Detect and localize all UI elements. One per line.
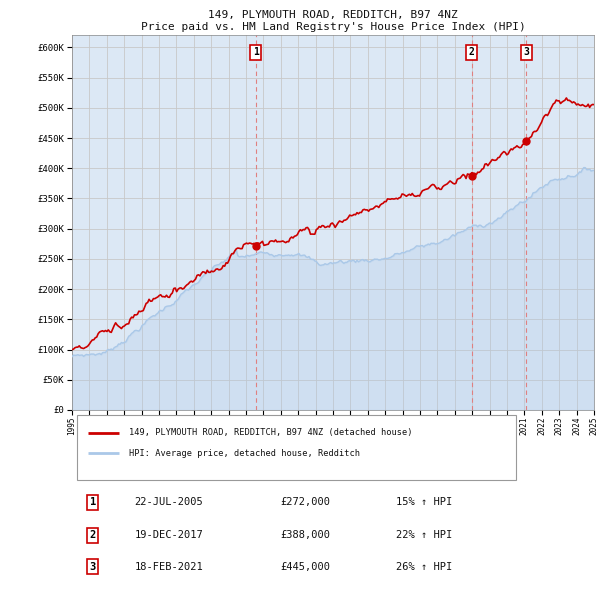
- Text: 2: 2: [90, 530, 96, 540]
- Text: 1: 1: [90, 497, 96, 507]
- Text: 3: 3: [524, 47, 529, 57]
- Text: 149, PLYMOUTH ROAD, REDDITCH, B97 4NZ (detached house): 149, PLYMOUTH ROAD, REDDITCH, B97 4NZ (d…: [130, 428, 413, 437]
- Text: HPI: Average price, detached house, Redditch: HPI: Average price, detached house, Redd…: [130, 449, 361, 458]
- Text: £445,000: £445,000: [281, 562, 331, 572]
- Title: 149, PLYMOUTH ROAD, REDDITCH, B97 4NZ
Price paid vs. HM Land Registry's House Pr: 149, PLYMOUTH ROAD, REDDITCH, B97 4NZ Pr…: [140, 10, 526, 32]
- Text: 19-DEC-2017: 19-DEC-2017: [134, 530, 203, 540]
- Text: 15% ↑ HPI: 15% ↑ HPI: [395, 497, 452, 507]
- Text: 22% ↑ HPI: 22% ↑ HPI: [395, 530, 452, 540]
- Text: £388,000: £388,000: [281, 530, 331, 540]
- Text: 1: 1: [253, 47, 259, 57]
- Text: £272,000: £272,000: [281, 497, 331, 507]
- Bar: [77, 415, 515, 480]
- Text: 3: 3: [90, 562, 96, 572]
- Text: 18-FEB-2021: 18-FEB-2021: [134, 562, 203, 572]
- Text: 2: 2: [469, 47, 475, 57]
- Text: 26% ↑ HPI: 26% ↑ HPI: [395, 562, 452, 572]
- Text: 22-JUL-2005: 22-JUL-2005: [134, 497, 203, 507]
